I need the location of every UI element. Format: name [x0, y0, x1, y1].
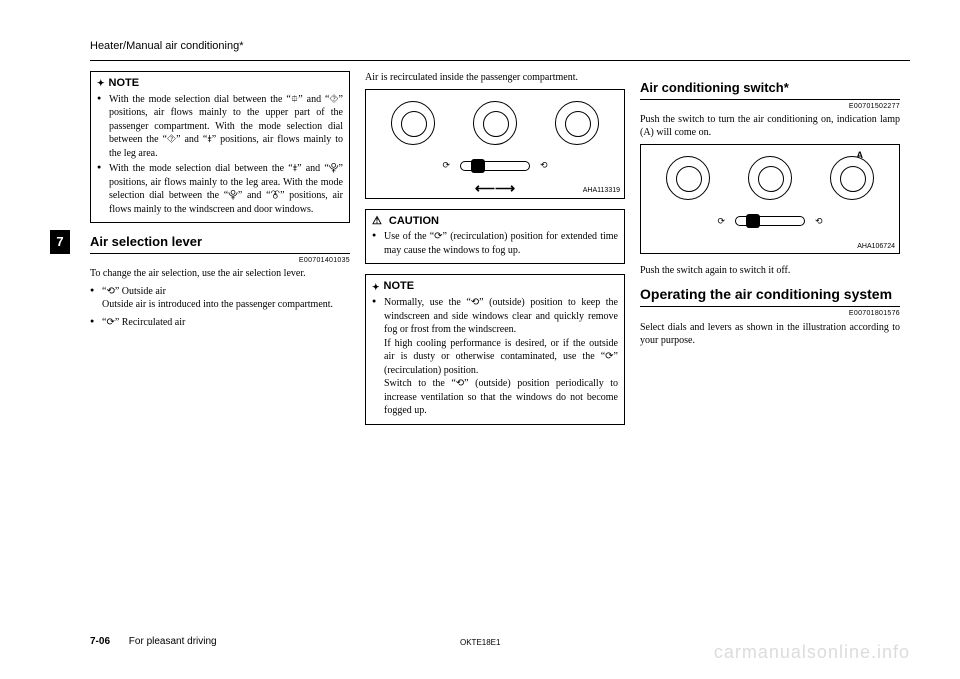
- figure-label: AHA113319: [583, 186, 620, 195]
- reference-code: E00701801576: [640, 309, 900, 318]
- figure-label: AHA106724: [857, 242, 895, 251]
- lever-slot: [735, 216, 805, 226]
- header-rule: [90, 60, 910, 61]
- para: Select dials and levers as shown in the …: [640, 321, 900, 348]
- section-heading: Operating the air conditioning system: [640, 285, 900, 307]
- column-3: Air conditioning switch* E00701502277 Pu…: [640, 71, 900, 435]
- chapter-title: For pleasant driving: [129, 636, 217, 647]
- dial-left: [391, 101, 435, 145]
- note-list: With the mode selection dial between the…: [97, 93, 343, 217]
- page-number: 7-06: [90, 636, 110, 647]
- reference-code: E00701401035: [90, 256, 350, 265]
- reference-code: E00701502277: [640, 102, 900, 111]
- column-2: Air is recirculated inside the passenger…: [365, 71, 625, 435]
- lever-row: ⟳ ⟲: [647, 206, 893, 236]
- lead-para: Air is recirculated inside the passenger…: [365, 71, 625, 85]
- note-icon: ✦: [372, 281, 380, 293]
- note2-list: Normally, use the “⟲” (outside) position…: [372, 296, 618, 418]
- dial-row: [647, 151, 893, 206]
- double-arrow-icon: ⟵⟶: [475, 182, 515, 197]
- note-box: ✦ NOTE With the mode selection dial betw…: [90, 71, 350, 223]
- caution-title-text: CAUTION: [389, 214, 439, 229]
- para: Push the switch again to switch it off.: [640, 264, 900, 278]
- caution-box: CAUTION Use of the “⟳” (recirculation) p…: [365, 209, 625, 265]
- footer-code: OKTE18E1: [460, 638, 500, 647]
- lever-knob: [471, 159, 485, 173]
- section-list: “⟲” Outside air Outside air is introduce…: [90, 285, 350, 330]
- note-item: With the mode selection dial between the…: [97, 162, 343, 216]
- list-item: “⟳” Recirculated air: [90, 316, 350, 330]
- watermark: carmanualsonline.info: [714, 642, 910, 663]
- section-heading: Air selection lever: [90, 233, 350, 254]
- dial-center: [473, 101, 517, 145]
- column-1: ✦ NOTE With the mode selection dial betw…: [90, 71, 350, 435]
- note2-title-text: NOTE: [384, 279, 415, 294]
- caution-title: CAUTION: [372, 214, 618, 229]
- outside-icon: ⟲: [815, 215, 823, 227]
- section-intro: To change the air selection, use the air…: [90, 267, 350, 281]
- recirc-icon: ⟳: [717, 215, 725, 227]
- page-footer: 7-06 For pleasant driving: [90, 636, 217, 647]
- dial-right: [555, 101, 599, 145]
- note-box-2: ✦ NOTE Normally, use the “⟲” (outside) p…: [365, 274, 625, 424]
- outside-icon: ⟲: [540, 159, 548, 171]
- page-header: Heater/Manual air conditioning*: [50, 40, 910, 52]
- section-tab: 7: [50, 230, 70, 254]
- content-columns: ✦ NOTE With the mode selection dial betw…: [90, 71, 910, 435]
- figure-ac-switch: A ⟳ ⟲ AHA106724: [640, 144, 900, 254]
- para: Push the switch to turn the air conditio…: [640, 113, 900, 140]
- caution-list: Use of the “⟳” (recirculation) position …: [372, 230, 618, 257]
- lever-knob: [746, 214, 760, 228]
- note2-title: ✦ NOTE: [372, 279, 618, 294]
- recirc-icon: ⟳: [442, 159, 450, 171]
- note-title-text: NOTE: [109, 76, 140, 91]
- note-icon: ✦: [97, 77, 105, 89]
- lever-slot: [460, 161, 530, 171]
- lever-row: ⟳ ⟲: [372, 151, 618, 181]
- list-item: “⟲” Outside air Outside air is introduce…: [90, 285, 350, 312]
- arrow-row: ⟵⟶: [372, 181, 618, 200]
- figure-recirculation: ⟳ ⟲ ⟵⟶ AHA113319: [365, 89, 625, 199]
- list-item-label: “⟲” Outside air: [102, 286, 166, 297]
- list-item-label: “⟳” Recirculated air: [102, 317, 185, 328]
- dial-row: [372, 96, 618, 151]
- dial-left: [666, 156, 710, 200]
- note-title: ✦ NOTE: [97, 76, 343, 91]
- section-heading: Air conditioning switch*: [640, 79, 900, 100]
- caution-item: Use of the “⟳” (recirculation) position …: [372, 230, 618, 257]
- dial-right: [830, 156, 874, 200]
- list-item-desc: Outside air is introduced into the passe…: [102, 298, 350, 312]
- note-item: With the mode selection dial between the…: [97, 93, 343, 161]
- note2-item: Normally, use the “⟲” (outside) position…: [372, 296, 618, 418]
- dial-center: [748, 156, 792, 200]
